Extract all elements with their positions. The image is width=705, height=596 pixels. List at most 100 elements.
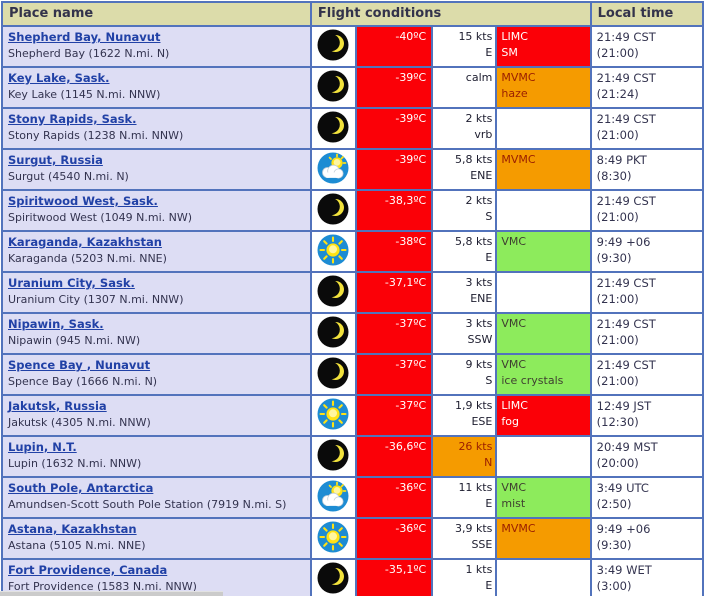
wind-cell: 2 kts S xyxy=(431,189,498,232)
table-row: Nipawin, Sask. Nipawin (945 N.mi. NW) xyxy=(1,312,705,355)
sun-icon xyxy=(316,234,350,270)
condition-detail: mist xyxy=(501,497,526,510)
wind-direction: ESE xyxy=(471,415,493,428)
local-time-sub: (21:00) xyxy=(596,292,639,306)
place-link[interactable]: Fort Providence, Canada xyxy=(8,563,168,577)
wind-direction: ENE xyxy=(470,292,493,305)
temperature-cell: -36ºC xyxy=(354,476,434,519)
temperature-cell: -40ºC xyxy=(354,25,434,68)
local-time-main: 21:49 CST xyxy=(596,276,656,290)
local-time-main: 21:49 CST xyxy=(596,71,656,85)
wind-direction: E xyxy=(485,579,493,592)
column-header-local-time: Local time xyxy=(589,1,705,27)
local-time-sub: (21:00) xyxy=(596,333,639,347)
place-cell: Astana, Kazakhstan Astana (5105 N.mi. NN… xyxy=(1,517,312,560)
wind-direction: S xyxy=(485,374,493,387)
place-link[interactable]: Uranium City, Sask. xyxy=(8,276,135,290)
local-time-sub: (2:50) xyxy=(596,497,632,511)
condition-cell xyxy=(495,107,592,150)
condition-cell xyxy=(495,435,592,478)
sky-icon-cell xyxy=(309,25,357,68)
local-time-main: 8:49 PKT xyxy=(596,153,647,167)
local-time-cell: 21:49 CST (21:00) xyxy=(589,353,705,396)
local-time-sub: (9:30) xyxy=(596,538,632,552)
local-time-sub: (21:00) xyxy=(596,46,639,60)
place-cell: Key Lake, Sask. Key Lake (1145 N.mi. NNW… xyxy=(1,66,312,109)
place-detail: Spiritwood West (1049 N.mi. NW) xyxy=(8,211,193,224)
local-time-cell: 21:49 CST (21:00) xyxy=(589,25,705,68)
sun-icon xyxy=(316,521,350,557)
place-cell: Nipawin, Sask. Nipawin (945 N.mi. NW) xyxy=(1,312,312,355)
wind-cell: 11 kts E xyxy=(431,476,498,519)
wind-speed: 1 kts xyxy=(465,563,493,576)
table-row: Fort Providence, Canada Fort Providence … xyxy=(1,558,705,596)
local-time-sub: (21:00) xyxy=(596,128,639,142)
moon-icon xyxy=(316,29,350,65)
wind-speed: 3 kts xyxy=(465,317,493,330)
local-time-cell: 3:49 UTC (2:50) xyxy=(589,476,705,519)
temperature-cell: -39ºC xyxy=(354,148,434,191)
local-time-cell: 21:49 CST (21:00) xyxy=(589,271,705,314)
sky-icon-cell xyxy=(309,517,357,560)
place-link[interactable]: South Pole, Antarctica xyxy=(8,481,154,495)
condition-cell: VMC mist xyxy=(495,476,592,519)
condition-code: VMC xyxy=(501,235,527,248)
partly-cloudy-icon xyxy=(316,152,350,188)
wind-speed: 5,8 kts xyxy=(454,153,493,166)
place-link[interactable]: Surgut, Russia xyxy=(8,153,103,167)
local-time-sub: (21:00) xyxy=(596,210,639,224)
place-detail: Amundsen-Scott South Pole Station (7919 … xyxy=(8,498,287,511)
local-time-main: 21:49 CST xyxy=(596,317,656,331)
place-link[interactable]: Karaganda, Kazakhstan xyxy=(8,235,162,249)
place-link[interactable]: Key Lake, Sask. xyxy=(8,71,110,85)
place-detail: Spence Bay (1666 N.mi. N) xyxy=(8,375,158,388)
local-time-main: 20:49 MST xyxy=(596,440,658,454)
wind-speed: 1,9 kts xyxy=(454,399,493,412)
place-cell: Karaganda, Kazakhstan Karaganda (5203 N.… xyxy=(1,230,312,273)
place-link[interactable]: Astana, Kazakhstan xyxy=(8,522,137,536)
local-time-cell: 21:49 CST (21:24) xyxy=(589,66,705,109)
condition-cell: MVMC haze xyxy=(495,66,592,109)
table-row: Shepherd Bay, Nunavut Shepherd Bay (1622… xyxy=(1,25,705,68)
table-row: Surgut, Russia Surgut (4540 N.mi. N) xyxy=(1,148,705,191)
wind-direction: E xyxy=(485,497,493,510)
wind-cell: 3 kts ENE xyxy=(431,271,498,314)
local-time-sub: (12:30) xyxy=(596,415,639,429)
place-link[interactable]: Lupin, N.T. xyxy=(8,440,77,454)
place-link[interactable]: Shepherd Bay, Nunavut xyxy=(8,30,161,44)
local-time-cell: 9:49 +06 (9:30) xyxy=(589,517,705,560)
place-detail: Stony Rapids (1238 N.mi. NNW) xyxy=(8,129,184,142)
condition-cell: MVMC xyxy=(495,148,592,191)
local-time-main: 21:49 CST xyxy=(596,112,656,126)
condition-code: VMC xyxy=(501,317,527,330)
wind-cell: calm xyxy=(431,66,498,109)
local-time-main: 21:49 CST xyxy=(596,358,656,372)
place-cell: Uranium City, Sask. Uranium City (1307 N… xyxy=(1,271,312,314)
place-cell: Spence Bay , Nunavut Spence Bay (1666 N.… xyxy=(1,353,312,396)
condition-cell: MVMC xyxy=(495,517,592,560)
place-link[interactable]: Nipawin, Sask. xyxy=(8,317,104,331)
moon-icon xyxy=(316,439,350,475)
place-link[interactable]: Stony Rapids, Sask. xyxy=(8,112,137,126)
condition-detail: fog xyxy=(501,415,519,428)
local-time-main: 21:49 CST xyxy=(596,30,656,44)
wind-cell: 5,8 kts ENE xyxy=(431,148,498,191)
wind-speed: 2 kts xyxy=(465,112,493,125)
place-link[interactable]: Jakutsk, Russia xyxy=(8,399,107,413)
wind-cell: 1,9 kts ESE xyxy=(431,394,498,437)
local-time-cell: 21:49 CST (21:00) xyxy=(589,312,705,355)
condition-code: MVMC xyxy=(501,153,536,166)
place-link[interactable]: Spiritwood West, Sask. xyxy=(8,194,158,208)
local-time-main: 9:49 +06 xyxy=(596,235,651,249)
local-time-sub: (9:30) xyxy=(596,251,632,265)
place-detail: Jakutsk (4305 N.mi. NNW) xyxy=(8,416,151,429)
wind-cell: 2 kts vrb xyxy=(431,107,498,150)
wind-speed: 3 kts xyxy=(465,276,493,289)
place-link[interactable]: Spence Bay , Nunavut xyxy=(8,358,151,372)
temperature-cell: -39ºC xyxy=(354,66,434,109)
sky-icon-cell xyxy=(309,558,357,596)
place-cell: Shepherd Bay, Nunavut Shepherd Bay (1622… xyxy=(1,25,312,68)
place-detail: Nipawin (945 N.mi. NW) xyxy=(8,334,141,347)
